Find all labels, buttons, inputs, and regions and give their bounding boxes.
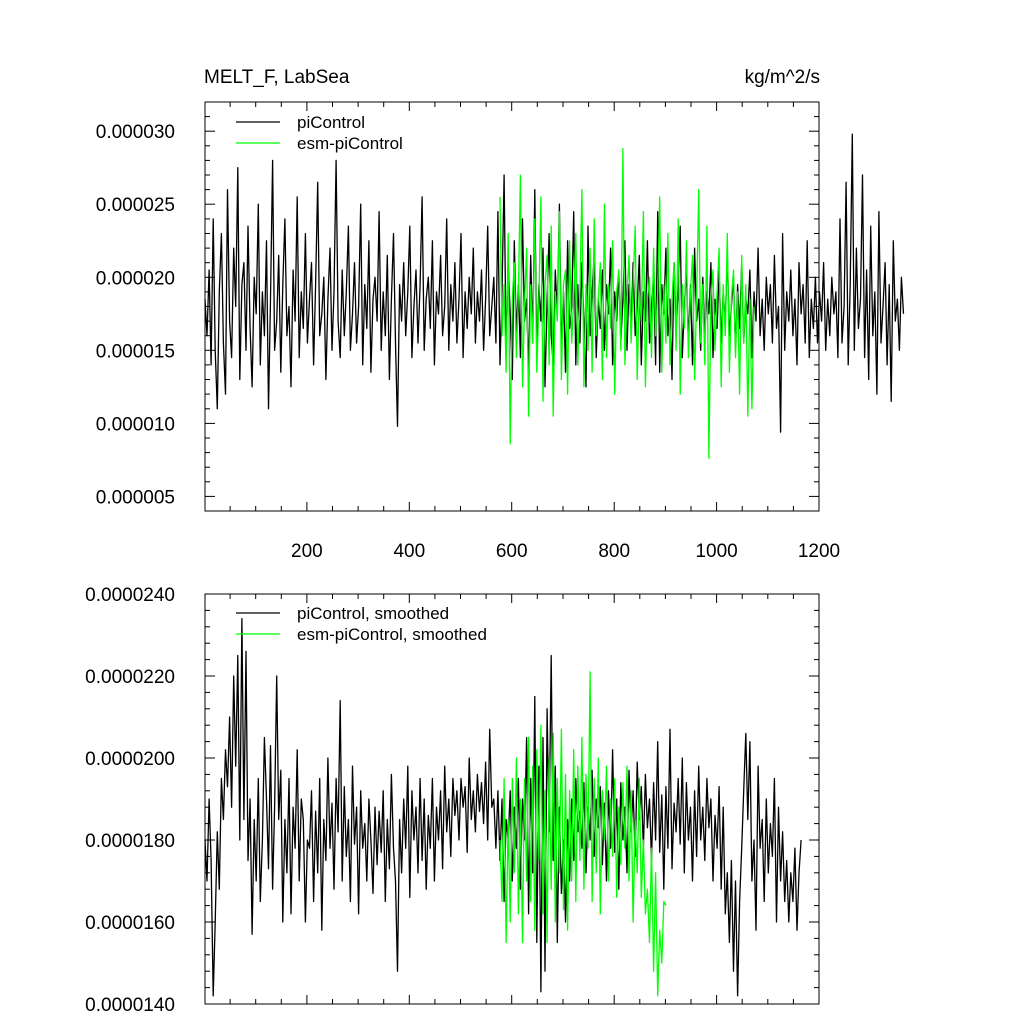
y-tick-label: 0.000005 xyxy=(96,487,175,508)
bottom-chart-panel: 0.0000140 0.0000160 0.0000180 0.0000200 0.00… xyxy=(85,585,820,1016)
legend-label-esm-picontrol: esm-piControl xyxy=(297,134,403,153)
legend-label-picontrol-smoothed: piControl, smoothed xyxy=(297,604,449,623)
top-chart-panel: MELT_F, LabSea kg/m^2/s 200 400 600 800 1000… xyxy=(96,67,905,562)
series-line-esm-picontrol xyxy=(499,148,755,460)
x-tick-label: 1200 xyxy=(798,541,840,562)
bottom-series-group xyxy=(204,617,802,997)
top-series-group xyxy=(204,133,905,460)
y-tick-label: 0.000030 xyxy=(96,122,175,143)
y-tick-label: 0.000020 xyxy=(96,268,175,289)
x-tick-label: 1000 xyxy=(695,541,737,562)
legend-label-picontrol: piControl xyxy=(297,113,365,132)
bottom-legend: piControl, smoothed esm-piControl, smoot… xyxy=(236,604,487,644)
x-tick-label: 800 xyxy=(598,541,630,562)
y-tick-label: 0.0000220 xyxy=(85,667,175,688)
x-tick-label: 600 xyxy=(496,541,528,562)
chart-title: MELT_F, LabSea xyxy=(204,67,350,88)
y-tick-label: 0.0000140 xyxy=(85,995,175,1016)
top-axes-group: 200 400 600 800 1000 1200 0.000005 0.000010 0.00… xyxy=(96,101,840,562)
y-tick-label: 0.0000180 xyxy=(85,831,175,852)
top-plot-frame xyxy=(204,101,820,512)
y-tick-label: 0.0000160 xyxy=(85,913,175,934)
units-label: kg/m^2/s xyxy=(745,67,820,88)
y-tick-label: 0.000015 xyxy=(96,341,175,362)
bottom-axes-group: 0.0000140 0.0000160 0.0000180 0.0000200 0.00… xyxy=(85,585,820,1016)
y-tick-label: 0.000025 xyxy=(96,195,175,216)
y-tick-label: 0.0000240 xyxy=(85,585,175,606)
y-tick-label: 0.0000200 xyxy=(85,749,175,770)
legend-label-esm-picontrol-smoothed: esm-piControl, smoothed xyxy=(297,625,487,644)
y-tick-label: 0.000010 xyxy=(96,414,175,435)
series-line-esm-picontrol-smoothed xyxy=(499,671,667,997)
x-tick-label: 400 xyxy=(393,541,425,562)
bottom-plot-frame xyxy=(204,593,820,1005)
top-legend: piControl esm-piControl xyxy=(236,113,403,153)
x-tick-label: 200 xyxy=(291,541,323,562)
